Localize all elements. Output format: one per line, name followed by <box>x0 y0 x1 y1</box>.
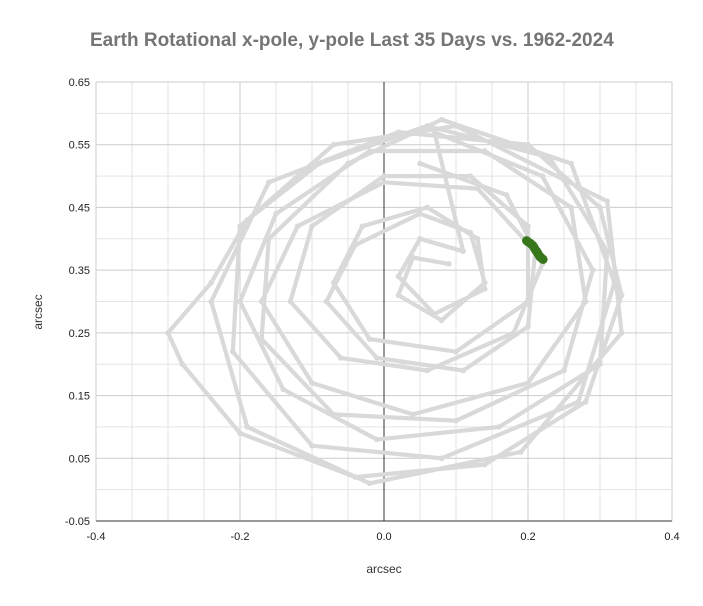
y-tick-labels: -0.05 0.05 0.15 0.25 0.35 0.45 0.55 0.65 <box>65 77 90 528</box>
x-tick-label: 0.4 <box>664 531 679 543</box>
x-tick-label: -0.2 <box>231 531 250 543</box>
x-tick-labels: -0.4 -0.2 0.0 0.2 0.4 <box>87 531 680 543</box>
chart-title: Earth Rotational x-pole, y-pole Last 35 … <box>90 30 614 51</box>
x-tick-label: -0.4 <box>87 531 106 543</box>
series-trace <box>165 117 624 486</box>
y-tick-label: 0.05 <box>69 453 90 465</box>
y-axis-label: arcsec <box>31 294 45 329</box>
y-tick-label: -0.05 <box>65 516 90 528</box>
y-tick-label: 0.45 <box>69 202 90 214</box>
x-tick-label: 0.2 <box>520 531 535 543</box>
scatter-series <box>165 116 625 487</box>
y-tick-label: 0.35 <box>69 265 90 277</box>
y-tick-label: 0.55 <box>69 140 90 152</box>
data-point <box>538 254 548 264</box>
y-tick-label: 0.65 <box>69 77 90 89</box>
x-tick-label: 0.0 <box>376 531 391 543</box>
y-tick-label: 0.25 <box>69 328 90 340</box>
x-axis-label: arcsec <box>366 562 401 576</box>
y-tick-label: 0.15 <box>69 391 90 403</box>
series-group <box>522 236 548 264</box>
series-group <box>165 116 625 487</box>
